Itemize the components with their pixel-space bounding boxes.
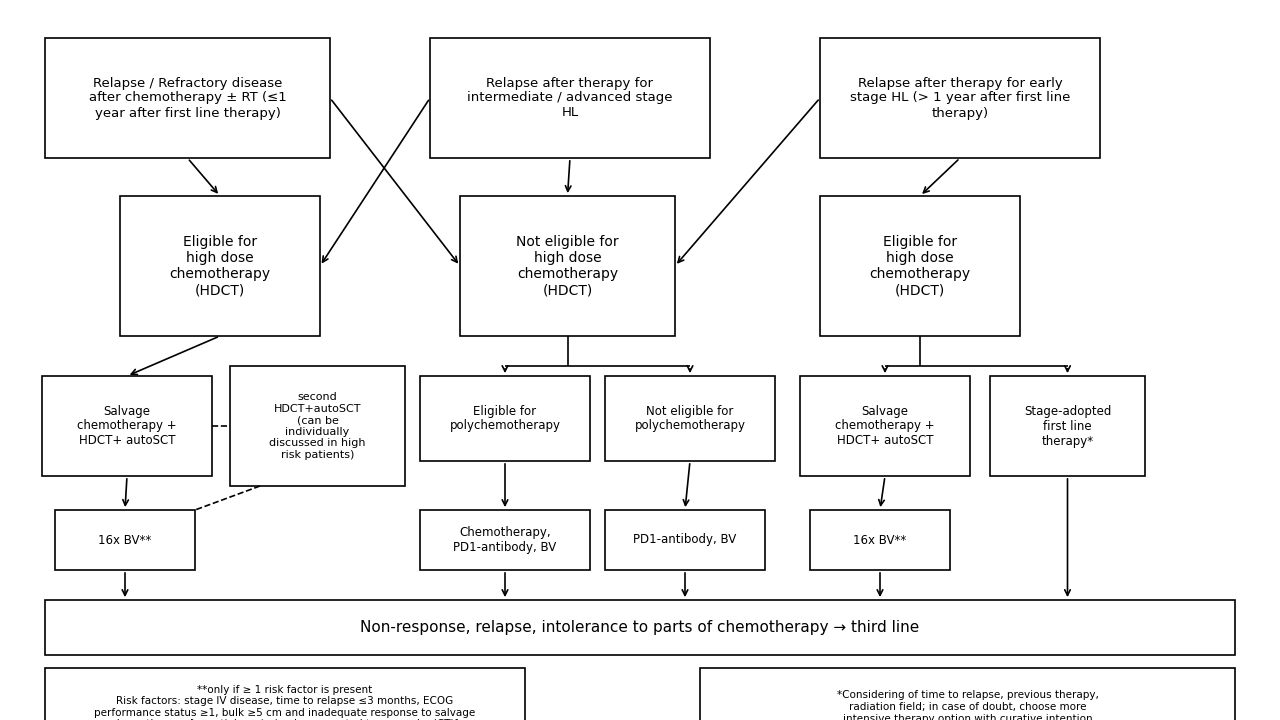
Text: Eligible for
polychemotherapy: Eligible for polychemotherapy (449, 405, 561, 433)
Text: Not eligible for
polychemotherapy: Not eligible for polychemotherapy (635, 405, 745, 433)
Bar (42, 376, 212, 476)
Bar (45, 38, 330, 158)
Bar (45, 600, 1235, 655)
Bar (605, 376, 774, 461)
Text: Not eligible for
high dose
chemotherapy
(HDCT): Not eligible for high dose chemotherapy … (516, 235, 618, 297)
Text: **only if ≥ 1 risk factor is present
Risk factors: stage IV disease, time to rel: **only if ≥ 1 risk factor is present Ris… (95, 685, 476, 720)
Bar (420, 510, 590, 570)
Text: 16x BV**: 16x BV** (99, 534, 151, 546)
Text: Stage-adopted
first line
therapy*: Stage-adopted first line therapy* (1024, 405, 1111, 448)
Bar (430, 38, 710, 158)
Bar (800, 376, 970, 476)
Bar (989, 376, 1146, 476)
Text: Salvage
chemotherapy +
HDCT+ autoSCT: Salvage chemotherapy + HDCT+ autoSCT (77, 405, 177, 448)
Bar (460, 196, 675, 336)
Bar (45, 668, 525, 720)
Text: Eligible for
high dose
chemotherapy
(HDCT): Eligible for high dose chemotherapy (HDC… (169, 235, 270, 297)
Text: Relapse after therapy for early
stage HL (> 1 year after first line
therapy): Relapse after therapy for early stage HL… (850, 76, 1070, 120)
Text: *Considering of time to relapse, previous therapy,
radiation field; in case of d: *Considering of time to relapse, previou… (837, 690, 1098, 720)
Bar (820, 38, 1100, 158)
Bar (605, 510, 765, 570)
Bar (700, 668, 1235, 720)
Text: Non-response, relapse, intolerance to parts of chemotherapy → third line: Non-response, relapse, intolerance to pa… (361, 620, 919, 635)
Text: Relapse / Refractory disease
after chemotherapy ± RT (≤1
year after first line t: Relapse / Refractory disease after chemo… (88, 76, 287, 120)
Text: Chemotherapy,
PD1-antibody, BV: Chemotherapy, PD1-antibody, BV (453, 526, 557, 554)
Text: Relapse after therapy for
intermediate / advanced stage
HL: Relapse after therapy for intermediate /… (467, 76, 673, 120)
Text: Salvage
chemotherapy +
HDCT+ autoSCT: Salvage chemotherapy + HDCT+ autoSCT (835, 405, 934, 448)
Bar (230, 366, 404, 486)
Bar (120, 196, 320, 336)
Bar (55, 510, 195, 570)
Bar (420, 376, 590, 461)
Text: Eligible for
high dose
chemotherapy
(HDCT): Eligible for high dose chemotherapy (HDC… (869, 235, 970, 297)
Bar (810, 510, 950, 570)
Text: PD1-antibody, BV: PD1-antibody, BV (634, 534, 736, 546)
Text: second
HDCT+autoSCT
(can be
individually
discussed in high
risk patients): second HDCT+autoSCT (can be individually… (269, 392, 366, 460)
Bar (820, 196, 1020, 336)
Text: 16x BV**: 16x BV** (854, 534, 906, 546)
